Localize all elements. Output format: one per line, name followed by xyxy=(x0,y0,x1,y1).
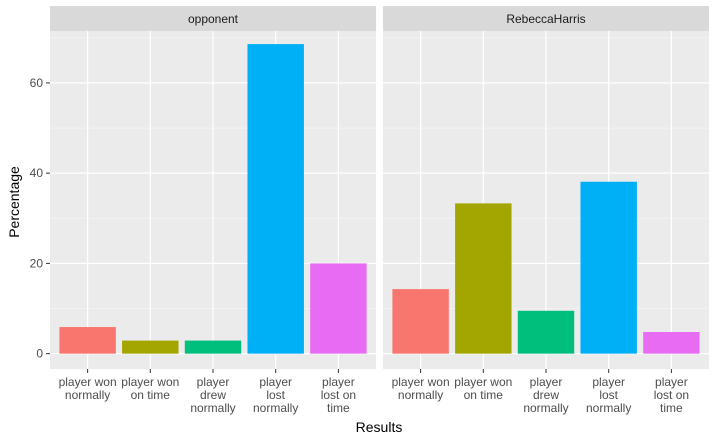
y-tick-label: 0 xyxy=(36,347,43,361)
x-tick-label: player drew normally xyxy=(190,375,235,415)
bar xyxy=(310,263,367,354)
y-tick-label: 60 xyxy=(30,76,44,90)
facet-strip xyxy=(383,6,709,31)
y-axis-title: Percentage xyxy=(6,166,22,238)
y-axis: 0 20 40 60 xyxy=(30,76,50,361)
facet-strip xyxy=(50,6,376,31)
bar xyxy=(517,310,575,354)
x-tick-label: player won normally xyxy=(392,375,450,402)
bar xyxy=(643,331,700,354)
x-tick-label: player won on time xyxy=(454,375,512,402)
x-tick-label: player lost normally xyxy=(586,375,631,415)
x-tick-label: player won on time xyxy=(121,375,179,402)
x-tick-label: player lost on time xyxy=(321,375,356,415)
x-tick-label: player lost normally xyxy=(253,375,298,415)
x-tick-label: player drew normally xyxy=(523,375,568,415)
bar xyxy=(247,44,304,354)
y-tick-label: 20 xyxy=(30,256,44,270)
bar xyxy=(184,340,242,354)
bar xyxy=(580,181,637,354)
bar xyxy=(59,327,116,354)
y-tick-label: 40 xyxy=(30,166,44,180)
x-tick-label: player won normally xyxy=(59,375,117,402)
bar xyxy=(122,340,179,354)
x-tick-label: player lost on time xyxy=(654,375,689,415)
bar xyxy=(455,203,512,354)
bar xyxy=(392,289,449,354)
x-axis-title: Results xyxy=(356,419,403,435)
facet-strip-label: RebeccaHarris xyxy=(506,12,585,26)
facet-strip-label: opponent xyxy=(188,12,239,26)
